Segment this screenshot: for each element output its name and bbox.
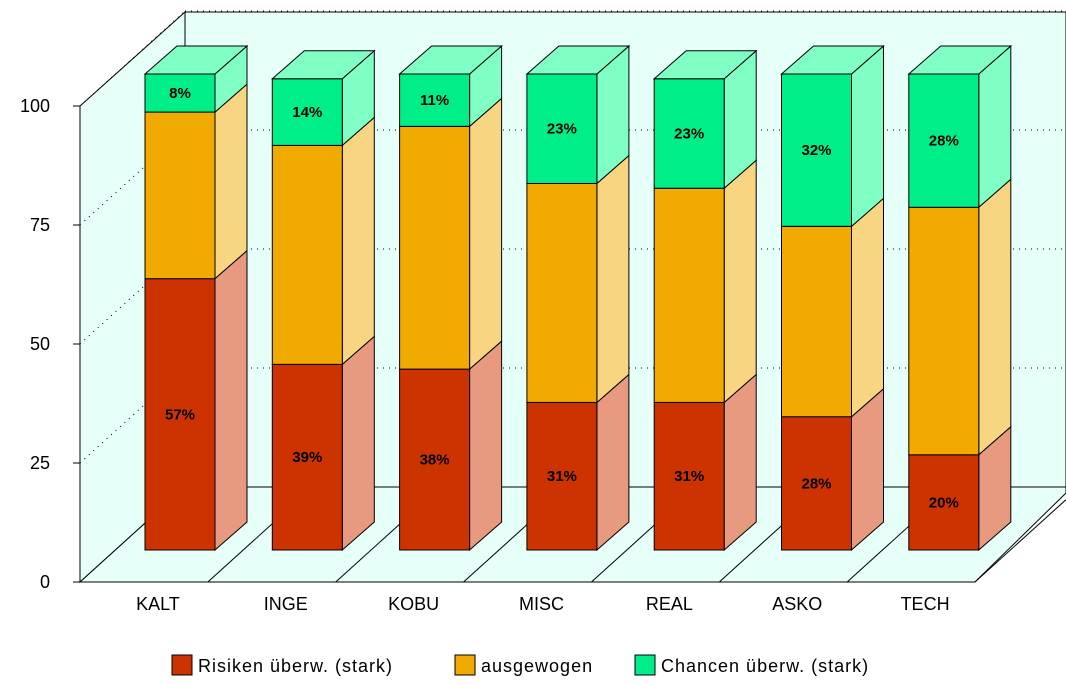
x-tick-label: ASKO <box>772 594 822 614</box>
bar-top <box>525 45 631 75</box>
data-label: 8% <box>169 85 191 102</box>
bar-real: 31% 23% <box>652 49 758 552</box>
legend: Risiken überw. (stark) ausgewogen Chancen … <box>171 654 869 676</box>
bar-segment-side <box>851 44 884 228</box>
legend-label: Risiken überw. (stark) <box>198 656 393 676</box>
bar-top <box>652 50 758 80</box>
bar-segment <box>399 125 471 370</box>
bar-inge: 39% 14% <box>270 49 376 552</box>
legend-swatch <box>171 654 193 676</box>
bar-segment-side <box>723 373 757 552</box>
data-label: 14% <box>292 104 322 121</box>
bar-segment <box>908 454 980 551</box>
bar-segment <box>781 416 852 551</box>
bar-segment <box>271 144 343 365</box>
bar-segment <box>781 73 852 227</box>
x-tick-label: INGE <box>264 594 308 614</box>
legend-label: Chancen überw. (stark) <box>661 656 869 676</box>
bar-segment-side <box>469 340 503 552</box>
bar-segment-side <box>723 159 757 404</box>
bar-segment <box>781 225 852 418</box>
bar-tech: 20% 28% <box>907 44 1013 552</box>
bar-segment <box>144 278 216 551</box>
data-label: 39% <box>292 449 322 466</box>
floor-divider <box>974 499 1066 583</box>
data-label: 31% <box>547 468 577 485</box>
data-label: 28% <box>801 475 831 492</box>
legend-label: ausgewogen <box>481 656 593 676</box>
data-label: 28% <box>929 133 959 150</box>
x-tick-label: MISC <box>519 594 564 614</box>
bar-top <box>143 45 249 75</box>
legend-item: ausgewogen <box>454 654 593 676</box>
bar-segment <box>399 368 471 551</box>
x-tick-label: REAL <box>646 594 693 614</box>
data-label: 23% <box>674 126 704 143</box>
legend-swatch <box>454 654 476 676</box>
x-tick-label: TECH <box>901 594 950 614</box>
bar-top <box>907 45 1013 75</box>
bar-segment-side <box>596 373 630 552</box>
bar-segment-side <box>596 154 630 404</box>
data-label: 20% <box>929 494 959 511</box>
bars: 57% 8% 39% 14% 38% 11% 31% 23% 31% 23% 28% 32% 20% 28… <box>143 44 1013 552</box>
data-label: 11% <box>420 92 449 109</box>
data-label: 31% <box>674 468 704 485</box>
y-tick-label: 0 <box>40 572 50 592</box>
x-tick-label: KOBU <box>388 594 439 614</box>
bar-segment-side <box>214 249 248 552</box>
bar-segment-side <box>851 197 884 418</box>
y-axis: 0 25 50 75 100 <box>20 96 975 592</box>
x-tick-label: KALT <box>136 594 180 614</box>
y-tick-label: 50 <box>30 334 50 354</box>
legend-swatch <box>634 654 656 676</box>
bar-segment <box>271 78 343 146</box>
bar-top <box>398 45 503 75</box>
bar-segment-side <box>469 97 503 371</box>
bar-top <box>270 50 376 80</box>
data-label: 32% <box>801 142 831 159</box>
bar-segment <box>144 111 216 280</box>
bar-top <box>780 45 885 75</box>
bar-segment-side <box>341 116 375 366</box>
y-tick-label: 25 <box>30 453 50 473</box>
y-tick-label: 75 <box>30 215 50 235</box>
data-label: 57% <box>165 406 195 423</box>
bar-asko: 28% 32% <box>780 44 885 552</box>
bar-segment <box>653 401 725 551</box>
bar-segment-side <box>978 178 1012 456</box>
bar-segment <box>399 73 471 127</box>
y-tick-label: 100 <box>20 96 50 116</box>
bar-segment <box>526 401 598 551</box>
bar-segment <box>908 73 980 208</box>
bar-segment <box>908 206 980 456</box>
bar-segment <box>653 78 725 189</box>
x-axis: KALT INGE KOBU MISC REAL ASKO TECH <box>136 594 949 614</box>
legend-item: Risiken überw. (stark) <box>171 654 393 676</box>
bar-segment-side <box>214 82 248 280</box>
bar-segment <box>526 73 598 184</box>
bar-kobu: 38% 11% <box>398 44 503 552</box>
bar-kalt: 57% 8% <box>143 44 249 552</box>
bar-segment <box>653 187 725 403</box>
bar-segment-side <box>341 335 375 552</box>
bar-segment <box>271 363 343 551</box>
data-label: 38% <box>420 452 450 469</box>
legend-item: Chancen überw. (stark) <box>634 654 869 676</box>
bar-segment <box>526 182 598 403</box>
data-label: 23% <box>547 121 577 138</box>
bar-misc: 31% 23% <box>525 44 631 552</box>
bar-segment <box>144 73 216 113</box>
